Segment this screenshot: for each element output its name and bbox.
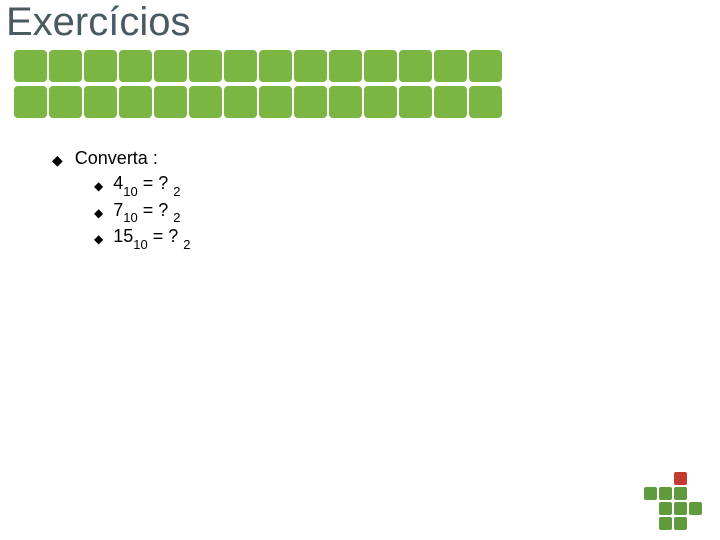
conversion-expression: 1510 = ? 2 [113, 226, 190, 250]
logo-cell [674, 502, 687, 515]
decor-block [469, 86, 502, 118]
decor-block [189, 50, 222, 82]
decor-block [434, 86, 467, 118]
bullet-line: ◆ Converta : [52, 148, 191, 169]
decor-block [259, 86, 292, 118]
decor-block [14, 50, 47, 82]
decor-block [119, 86, 152, 118]
logo-row [644, 502, 702, 515]
logo-row [644, 487, 702, 500]
logo-cell [689, 487, 702, 500]
logo-cell [644, 487, 657, 500]
logo-cell [674, 472, 687, 485]
decor-block [294, 50, 327, 82]
list-item: ◆ 1510 = ? 2 [94, 226, 191, 250]
decor-block [49, 50, 82, 82]
logo-cell [659, 472, 672, 485]
decor-block [364, 50, 397, 82]
decor-block [434, 50, 467, 82]
logo-row [644, 472, 702, 485]
decor-block [469, 50, 502, 82]
decor-block [364, 86, 397, 118]
logo-cell [659, 487, 672, 500]
decor-block [399, 50, 432, 82]
list-item: ◆ 710 = ? 2 [94, 200, 191, 224]
decor-block [399, 86, 432, 118]
diamond-bullet-icon: ◆ [52, 153, 63, 167]
logo-cell [689, 517, 702, 530]
decor-row-1 [14, 50, 502, 82]
diamond-bullet-icon: ◆ [94, 232, 103, 246]
conversion-expression: 710 = ? 2 [113, 200, 180, 224]
decor-block [84, 50, 117, 82]
decor-block [224, 86, 257, 118]
decor-block [49, 86, 82, 118]
logo-cell [674, 517, 687, 530]
decor-block [294, 86, 327, 118]
logo-cell [689, 472, 702, 485]
list-item: ◆ 410 = ? 2 [94, 173, 191, 197]
bullet-heading: Converta : [75, 148, 158, 169]
logo-cell [644, 472, 657, 485]
decor-block [259, 50, 292, 82]
diamond-bullet-icon: ◆ [94, 179, 103, 193]
decor-block [154, 50, 187, 82]
diamond-bullet-icon: ◆ [94, 206, 103, 220]
slide-title: Exercícios [6, 0, 191, 45]
conversion-expression: 410 = ? 2 [113, 173, 180, 197]
institution-logo [644, 472, 702, 530]
logo-cell [689, 502, 702, 515]
decor-block [14, 86, 47, 118]
decor-block [329, 50, 362, 82]
decor-block [119, 50, 152, 82]
decor-block [154, 86, 187, 118]
decor-block [84, 86, 117, 118]
content-area: ◆ Converta : ◆ 410 = ? 2 ◆ 710 = ? 2 ◆ 1510 =… [52, 148, 191, 253]
logo-cell [659, 517, 672, 530]
decor-block [224, 50, 257, 82]
decor-row-2 [14, 86, 502, 118]
logo-cell [644, 502, 657, 515]
decor-block [189, 86, 222, 118]
logo-row [644, 517, 702, 530]
sub-list: ◆ 410 = ? 2 ◆ 710 = ? 2 ◆ 1510 = ? 2 [94, 173, 191, 250]
logo-cell [674, 487, 687, 500]
decor-block [329, 86, 362, 118]
logo-cell [644, 517, 657, 530]
logo-cell [659, 502, 672, 515]
